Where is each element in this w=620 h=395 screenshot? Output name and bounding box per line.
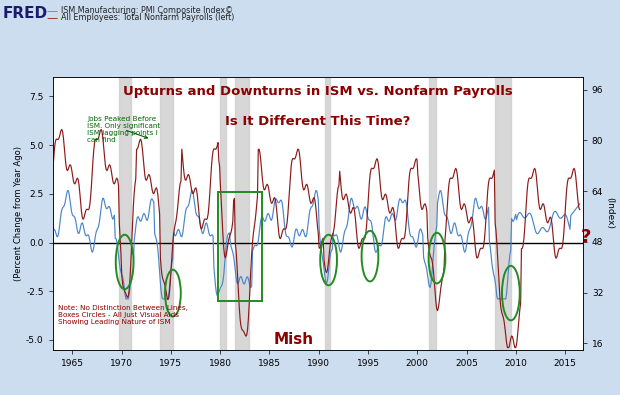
- Text: —: —: [46, 6, 58, 16]
- Text: Note: No Distinction Between Lines,
Boxes Circles - All Just Visual Aids
Showing: Note: No Distinction Between Lines, Boxe…: [58, 305, 187, 325]
- Bar: [161, 77, 172, 350]
- Bar: [429, 77, 436, 350]
- Bar: [235, 77, 249, 350]
- Text: ?: ?: [580, 228, 591, 246]
- Y-axis label: (Percent Change from Year Ago): (Percent Change from Year Ago): [14, 146, 24, 281]
- Text: —: —: [46, 13, 58, 23]
- Bar: [218, 192, 262, 301]
- Bar: [326, 77, 330, 350]
- Text: Upturns and Downturns in ISM vs. Nonfarm Payrolls: Upturns and Downturns in ISM vs. Nonfarm…: [123, 85, 513, 98]
- Y-axis label: (Index): (Index): [606, 197, 614, 229]
- Text: ISM Manufacturing: PMI Composite Index©: ISM Manufacturing: PMI Composite Index©: [61, 6, 233, 15]
- Text: FRED: FRED: [3, 6, 48, 21]
- Bar: [220, 77, 226, 350]
- Bar: [495, 77, 511, 350]
- Bar: [119, 77, 131, 350]
- Text: Is It Different This Time?: Is It Different This Time?: [225, 115, 410, 128]
- Text: All Employees: Total Nonfarm Payrolls (left): All Employees: Total Nonfarm Payrolls (l…: [61, 13, 234, 23]
- Text: Mish: Mish: [274, 332, 314, 347]
- Text: Jobs Peaked Before
ISM. Only significant
ISM lagging points I
can find: Jobs Peaked Before ISM. Only significant…: [87, 116, 161, 143]
